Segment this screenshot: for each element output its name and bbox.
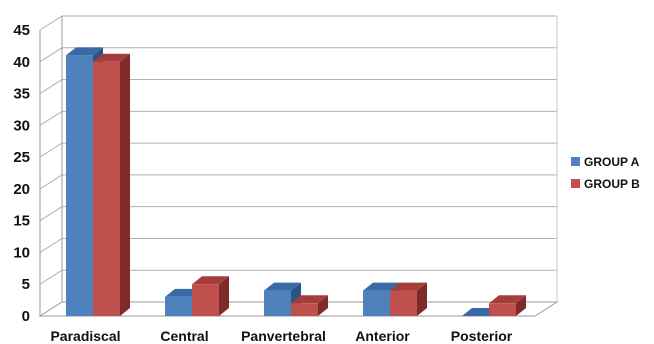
bar <box>93 53 130 317</box>
bar-front <box>390 290 417 316</box>
bar-top <box>93 53 130 62</box>
bar-side <box>417 282 427 316</box>
bar-top <box>363 282 400 291</box>
y-tick-label: 15 <box>13 213 30 230</box>
x-category-label: Posterior <box>451 328 513 344</box>
legend-swatch <box>571 179 580 188</box>
bar <box>390 282 427 316</box>
y-tick-label: 5 <box>22 276 30 293</box>
bar-top <box>489 295 526 304</box>
bar-front <box>192 284 219 316</box>
y-tick-label: 40 <box>13 54 30 71</box>
bar-front <box>291 303 318 316</box>
bar-top <box>291 295 328 304</box>
bar <box>489 295 526 316</box>
legend-label: GROUP B <box>584 177 640 191</box>
bar <box>363 282 400 316</box>
legend-label: GROUP A <box>584 155 640 169</box>
bars-layer <box>66 47 526 317</box>
bar <box>291 295 328 316</box>
bar-side <box>120 53 130 317</box>
bar-front <box>93 61 120 317</box>
bar-top <box>192 276 229 285</box>
x-category-label: Paradiscal <box>50 328 120 344</box>
x-category-label: Anterior <box>355 328 410 344</box>
bar-side <box>516 295 526 316</box>
x-category-label: Panvertebral <box>241 328 326 344</box>
bar-top <box>390 282 427 291</box>
y-tick-label: 25 <box>13 149 30 166</box>
labels-layer: 0 5 10 15 20 25 30 35 40 45 Paradiscal Central Panve… <box>13 22 512 344</box>
y-tick-label: 30 <box>13 117 30 134</box>
x-category-label: Central <box>160 328 208 344</box>
bar <box>192 276 229 316</box>
legend-swatch <box>571 157 580 166</box>
y-tick-label: 45 <box>13 22 30 39</box>
bar-front <box>264 290 291 316</box>
bar-side <box>219 276 229 316</box>
y-tick-label: 10 <box>13 244 30 261</box>
bar-front <box>489 303 516 316</box>
legend: GROUP A GROUP B <box>571 155 640 191</box>
gridline <box>39 15 557 31</box>
bar-top <box>264 282 301 291</box>
y-tick-label: 35 <box>13 86 30 103</box>
bar-front <box>66 55 93 317</box>
y-tick-label: 0 <box>22 308 30 325</box>
y-tick-label: 20 <box>13 181 30 198</box>
bar-front <box>363 290 390 316</box>
bar-top <box>66 47 103 56</box>
bar-front <box>165 296 192 316</box>
bar-side <box>318 295 328 316</box>
